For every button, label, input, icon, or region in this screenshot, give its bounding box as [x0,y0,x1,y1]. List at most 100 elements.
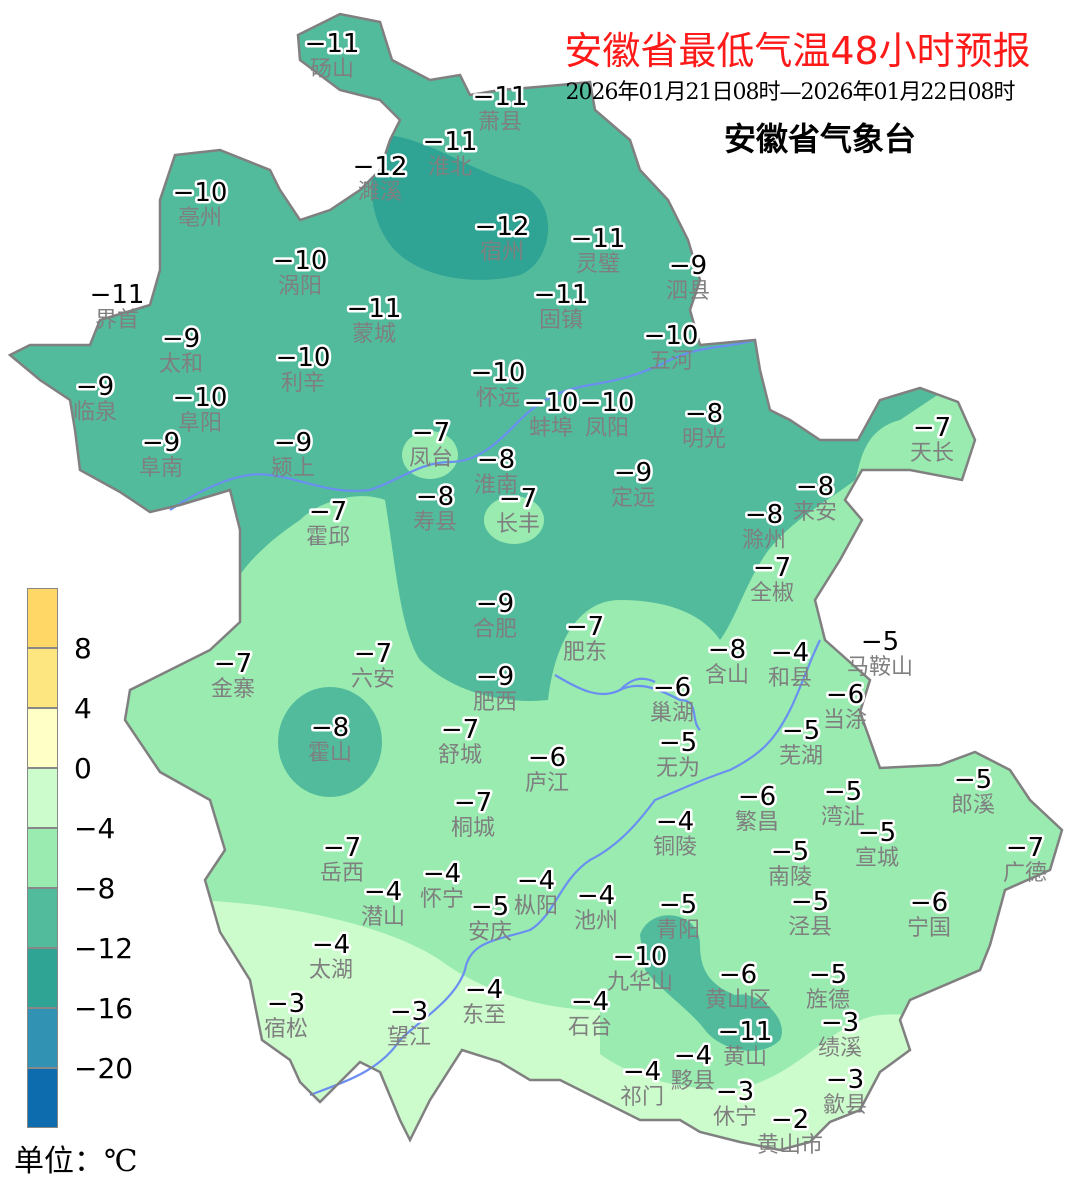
station-min-temp: −11 [423,127,478,157]
station-name: 马鞍山 [847,655,913,680]
station-min-temp: −3 [716,1077,754,1107]
station-min-temp: −3 [267,989,305,1019]
station-name: 天长 [910,441,954,466]
station-name: 颍上 [271,456,315,481]
station-min-temp: −11 [347,294,402,324]
province-border [7,12,1064,1152]
station-name: 广德 [1003,861,1047,886]
river-line [169,338,756,511]
station-min-temp: −4 [623,1057,661,1087]
zone-minus8-to-minus12-huoshan [278,687,382,797]
river-line [619,677,656,691]
station-min-temp: −6 [528,743,566,773]
station-min-temp: −4 [571,987,609,1017]
legend-unit: 单位：℃ [14,1144,138,1179]
station-name: 淮南 [474,473,518,498]
station-name: 蒙城 [352,322,396,347]
station-name: 青阳 [656,918,700,943]
station-name: 凤台 [409,446,453,471]
station-min-temp: −7 [753,553,791,583]
legend-tick: −12 [74,932,134,965]
zone-minus8-to-minus12-jiuhua-huangshan [640,915,782,1051]
station-name: 休宁 [713,1105,757,1130]
station-min-temp: −5 [791,887,829,917]
station-min-temp: −10 [580,388,635,418]
station-name: 黄山 [723,1045,767,1070]
station-min-temp: −5 [954,765,992,795]
station-min-temp: −11 [473,82,528,112]
station-name: 池州 [574,909,618,934]
river-line [554,674,701,731]
station-min-temp: −3 [826,1065,864,1095]
station-min-temp: −5 [858,818,896,848]
station-min-temp: −11 [305,29,360,59]
station-name: 东至 [462,1003,506,1028]
station-min-temp: −8 [477,445,515,475]
station-min-temp: −5 [861,627,899,657]
station-min-temp: −11 [571,224,626,254]
station-min-temp: −7 [566,612,604,642]
rivers [169,338,821,1097]
station-name: 泗县 [666,279,710,304]
station-name: 旌德 [806,988,850,1013]
station-name: 芜湖 [779,744,823,769]
legend-tick: 4 [74,692,92,725]
station-min-temp: −6 [738,782,776,812]
station-min-temp: −4 [656,807,694,837]
zone-0-to-minus4-south [540,1010,1000,1150]
station-name: 淮北 [428,155,472,180]
station-min-temp: −6 [653,673,691,703]
station-name: 郎溪 [951,793,995,818]
station-min-temp: −7 [441,715,479,745]
station-min-temp: −7 [323,833,361,863]
station-name: 太湖 [309,958,353,983]
station-min-temp: −10 [613,942,668,972]
legend-tick: −20 [74,1052,134,1085]
station-min-temp: −9 [476,662,514,692]
station-name: 界首 [95,308,139,333]
station-name: 舒城 [438,743,482,768]
station-min-temp: −4 [423,859,461,889]
station-name: 亳州 [178,206,222,231]
zone-island-fengtai [402,431,458,479]
station-name: 无为 [656,756,700,781]
station-name: 南陵 [768,865,812,890]
station-name: 巢湖 [650,701,694,726]
station-name: 砀山 [310,57,354,82]
station-min-temp: −8 [745,500,783,530]
station-name: 长丰 [496,512,540,537]
zone-island-changfeng [484,496,544,544]
station-name: 寿县 [413,510,457,535]
station-name: 宿松 [264,1017,308,1042]
station-name: 宿州 [480,240,524,265]
station-min-temp: −10 [471,358,526,388]
legend-tick: −16 [74,992,134,1025]
station-min-temp: −3 [390,997,428,1027]
station-min-temp: −4 [465,975,503,1005]
station-name: 泾县 [788,915,832,940]
station-name: 黄山市 [757,1133,823,1158]
legend-swatch [27,948,58,1008]
legend-swatch [27,888,58,948]
station-name: 望江 [387,1025,431,1050]
legend-tick: 8 [74,632,92,665]
station-min-temp: −6 [826,680,864,710]
station-name: 金寨 [211,677,255,702]
station-min-temp: −4 [771,638,809,668]
station-name: 肥西 [473,690,517,715]
station-name: 滁州 [742,528,786,553]
legend-swatch [27,828,58,888]
station-min-temp: −7 [913,413,951,443]
station-name: 岳西 [320,861,364,886]
station-min-temp: −9 [476,589,514,619]
station-min-temp: −9 [142,428,180,458]
station-min-temp: −11 [718,1017,773,1047]
station-name: 黄山区 [705,988,771,1013]
station-min-temp: −8 [311,713,349,743]
station-name: 湾沚 [821,805,865,830]
station-name: 濉溪 [358,180,402,205]
station-name: 当涂 [823,708,867,733]
station-name: 繁昌 [735,810,779,835]
station-min-temp: −7 [214,649,252,679]
